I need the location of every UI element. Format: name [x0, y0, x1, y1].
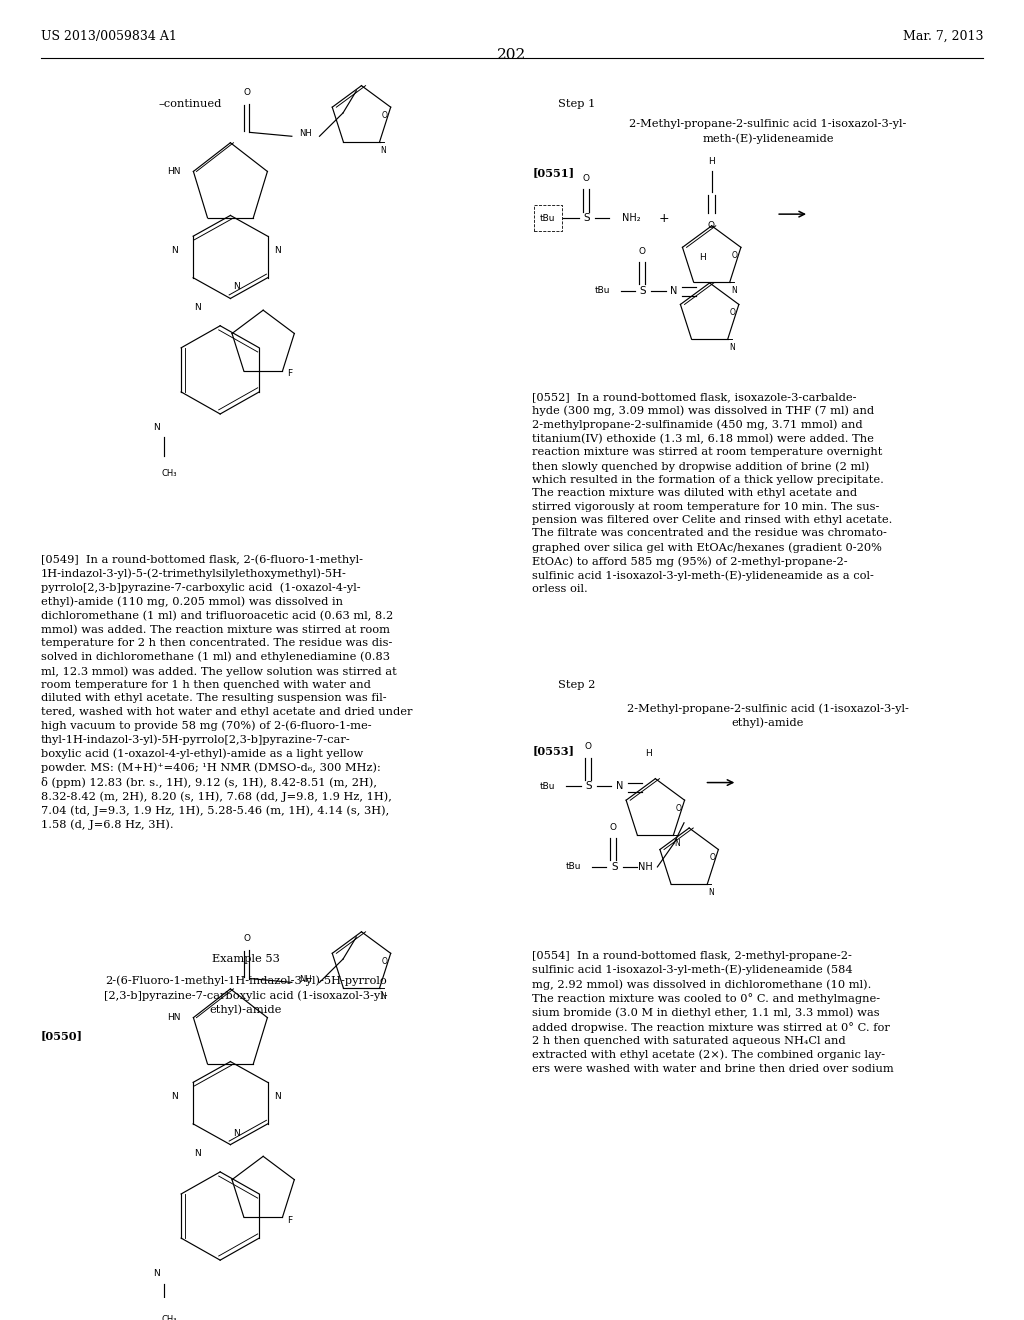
Text: S: S: [611, 862, 617, 873]
Text: H: H: [709, 157, 715, 166]
Text: [0550]: [0550]: [41, 1031, 83, 1041]
Text: NH₂: NH₂: [622, 213, 640, 223]
Text: [0554]  In a round-bottomed flask, 2-methyl-propane-2-
sulfinic acid 1-isoxazol-: [0554] In a round-bottomed flask, 2-meth…: [532, 952, 894, 1074]
Text: 2-(6-Fluoro-1-methyl-1H-indazol-3-yl)-5H-pyrrolo
[2,3-b]pyrazine-7-carboxylic ac: 2-(6-Fluoro-1-methyl-1H-indazol-3-yl)-5H…: [104, 975, 387, 1015]
Text: N: N: [233, 282, 240, 292]
Text: O: O: [732, 251, 737, 260]
Text: US 2013/0059834 A1: US 2013/0059834 A1: [41, 30, 177, 42]
Text: Step 2: Step 2: [558, 680, 595, 690]
Text: O: O: [583, 174, 589, 183]
Text: HN: HN: [167, 1012, 181, 1022]
Text: O: O: [585, 742, 591, 751]
Text: [0553]: [0553]: [532, 744, 574, 756]
Text: F: F: [287, 370, 293, 379]
Text: N: N: [154, 422, 160, 432]
Text: Mar. 7, 2013: Mar. 7, 2013: [902, 30, 983, 42]
Text: 2-Methyl-propane-2-sulfinic acid (1-isoxazol-3-yl-
ethyl)-amide: 2-Methyl-propane-2-sulfinic acid (1-isox…: [627, 704, 909, 729]
Text: N: N: [154, 1269, 160, 1278]
Text: NH: NH: [299, 129, 311, 139]
Text: CH₃: CH₃: [161, 1315, 177, 1320]
Text: O: O: [639, 247, 645, 256]
Text: tBu: tBu: [594, 286, 610, 296]
Text: O: O: [710, 854, 715, 862]
Text: HN: HN: [167, 166, 181, 176]
Text: N: N: [195, 1150, 201, 1159]
Text: O: O: [244, 88, 250, 98]
Text: N: N: [274, 246, 281, 255]
Text: N: N: [171, 246, 177, 255]
Text: [0551]: [0551]: [532, 168, 574, 178]
Text: S: S: [584, 213, 590, 223]
Text: N: N: [274, 1092, 281, 1101]
Text: H: H: [645, 748, 651, 758]
Text: S: S: [586, 781, 592, 792]
Text: O: O: [610, 822, 616, 832]
Text: Example 53: Example 53: [212, 954, 280, 964]
Text: O: O: [708, 220, 714, 230]
Text: N: N: [729, 343, 734, 352]
Text: N: N: [195, 304, 201, 312]
Text: N: N: [381, 993, 386, 1001]
Text: N: N: [233, 1129, 240, 1138]
Text: NH: NH: [299, 975, 311, 985]
Text: CH₃: CH₃: [161, 469, 177, 478]
Text: F: F: [287, 1216, 293, 1225]
Text: N: N: [709, 888, 714, 898]
Text: +: +: [658, 211, 669, 224]
Text: O: O: [676, 804, 681, 813]
Text: O: O: [382, 957, 387, 966]
Text: 202: 202: [498, 48, 526, 62]
Text: H: H: [699, 253, 706, 263]
Text: [0552]  In a round-bottomed flask, isoxazole-3-carbalde-
hyde (300 mg, 3.09 mmol: [0552] In a round-bottomed flask, isoxaz…: [532, 392, 893, 594]
Text: tBu: tBu: [540, 781, 556, 791]
Text: O: O: [730, 309, 735, 317]
Text: –continued: –continued: [159, 99, 222, 108]
Text: N: N: [171, 1092, 177, 1101]
Text: N: N: [670, 285, 678, 296]
Text: N: N: [381, 147, 386, 154]
Text: N: N: [615, 781, 624, 792]
Text: tBu: tBu: [540, 214, 556, 223]
Text: 2-Methyl-propane-2-sulfinic acid 1-isoxazol-3-yl-
meth-(E)-ylideneamide: 2-Methyl-propane-2-sulfinic acid 1-isoxa…: [630, 119, 906, 144]
Text: Step 1: Step 1: [558, 99, 595, 108]
Text: S: S: [640, 285, 646, 296]
Text: N: N: [731, 286, 736, 296]
Text: O: O: [244, 935, 250, 944]
Text: NH: NH: [638, 862, 652, 873]
Text: O: O: [382, 111, 387, 120]
Text: [0549]  In a round-bottomed flask, 2-(6-fluoro-1-methyl-
1H-indazol-3-yl)-5-(2-t: [0549] In a round-bottomed flask, 2-(6-f…: [41, 554, 413, 830]
Text: tBu: tBu: [565, 862, 582, 871]
Text: N: N: [675, 840, 680, 847]
